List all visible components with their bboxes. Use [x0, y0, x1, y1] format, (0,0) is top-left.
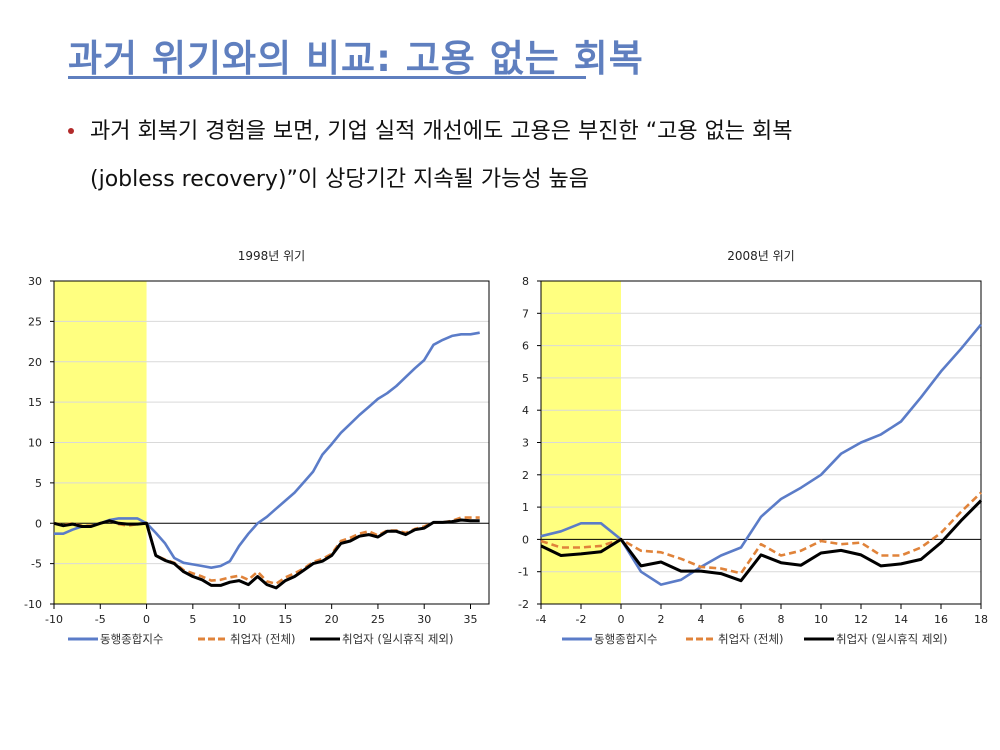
chart-1-legend-label-2: 취업자 (전체)	[230, 632, 296, 646]
chart-2-y-tick-label: 2	[522, 469, 529, 482]
chart-2-title: 2008년 위기	[727, 249, 794, 263]
bullet-text-line2: (jobless recovery)”이 상당기간 지속될 가능성 높음	[90, 167, 590, 192]
chart-2-y-tick-label: -2	[518, 598, 529, 611]
chart-2-x-tick-label: 12	[854, 613, 868, 626]
chart-2-y-tick-label: 0	[522, 533, 529, 546]
bullet-icon	[68, 128, 74, 134]
chart-1-y-tick-label: 10	[28, 437, 42, 450]
chart-2-y-tick-label: 6	[522, 340, 529, 353]
chart-2-x-tick-label: 4	[698, 613, 705, 626]
chart-1-x-tick-label: 25	[371, 613, 385, 626]
chart-2-x-tick-label: 2	[658, 613, 665, 626]
chart-2-y-tick-label: 3	[522, 437, 529, 450]
chart-2-x-tick-label: 0	[618, 613, 625, 626]
chart-1-x-tick-label: 15	[278, 613, 292, 626]
chart-2-series-line-1	[540, 323, 983, 586]
bullet-text-line1: 과거 회복기 경험을 보면, 기업 실적 개선에도 고용은 부진한 “고용 없는…	[90, 119, 793, 144]
chart-1-x-tick-label: -10	[45, 613, 63, 626]
chart-1-series-line-3	[53, 518, 480, 590]
chart-2-y-tick-label: 1	[522, 501, 529, 514]
chart-1-x-tick-label: 35	[463, 613, 477, 626]
chart-2-x-tick-label: 8	[778, 613, 785, 626]
chart-2-x-tick-label: -4	[536, 613, 547, 626]
chart-1-y-tick-label: 25	[28, 315, 42, 328]
chart-2-x-tick-label: 6	[738, 613, 745, 626]
chart-2-y-tick-label: 7	[522, 307, 529, 320]
chart-1-y-tick-label: -10	[24, 598, 42, 611]
chart-1-y-tick-label: 20	[28, 356, 42, 369]
title-underline	[68, 76, 586, 79]
chart-2-x-tick-label: 16	[934, 613, 948, 626]
chart-1-x-tick-label: 20	[325, 613, 339, 626]
chart-2-x-tick-label: -2	[576, 613, 587, 626]
chart-1-y-tick-label: 15	[28, 396, 42, 409]
chart-1-series-line-1	[54, 331, 480, 570]
chart-2-legend-label-2: 취업자 (전체)	[718, 632, 784, 646]
chart-1-y-tick-label: 30	[28, 275, 42, 288]
slide-title: 과거 위기와의 비교: 고용 없는 회복	[68, 37, 644, 80]
chart-1-x-tick-label: -5	[95, 613, 106, 626]
chart-1-legend-label-3: 취업자 (일시휴직 제외)	[342, 632, 454, 646]
chart-2-x-tick-label: 10	[814, 613, 828, 626]
chart-2-legend-label-3: 취업자 (일시휴직 제외)	[836, 632, 948, 646]
chart-2-legend-label-1: 동행종합지수	[594, 632, 657, 646]
chart-1-x-tick-label: 10	[232, 613, 246, 626]
chart-1-x-tick-label: 30	[417, 613, 431, 626]
chart-1-y-tick-label: -5	[31, 558, 42, 571]
chart-2-y-tick-label: -1	[518, 566, 529, 579]
chart-1-legend-label-1: 동행종합지수	[100, 632, 163, 646]
chart-1-x-tick-label: 5	[189, 613, 196, 626]
chart-1-title: 1998년 위기	[238, 249, 305, 263]
chart-1-y-tick-label: 0	[35, 517, 42, 530]
chart-2-x-tick-label: 14	[894, 613, 908, 626]
chart-2-y-tick-label: 4	[522, 404, 529, 417]
chart-2-y-tick-label: 5	[522, 372, 529, 385]
chart-2-series-line-2	[540, 491, 982, 575]
chart-1-y-tick-label: 5	[35, 477, 42, 490]
chart-2-x-tick-label: 18	[974, 613, 988, 626]
chart-2-series-line-3	[540, 499, 983, 583]
chart-2-y-tick-label: 8	[522, 275, 529, 288]
chart-1-x-tick-label: 0	[143, 613, 150, 626]
